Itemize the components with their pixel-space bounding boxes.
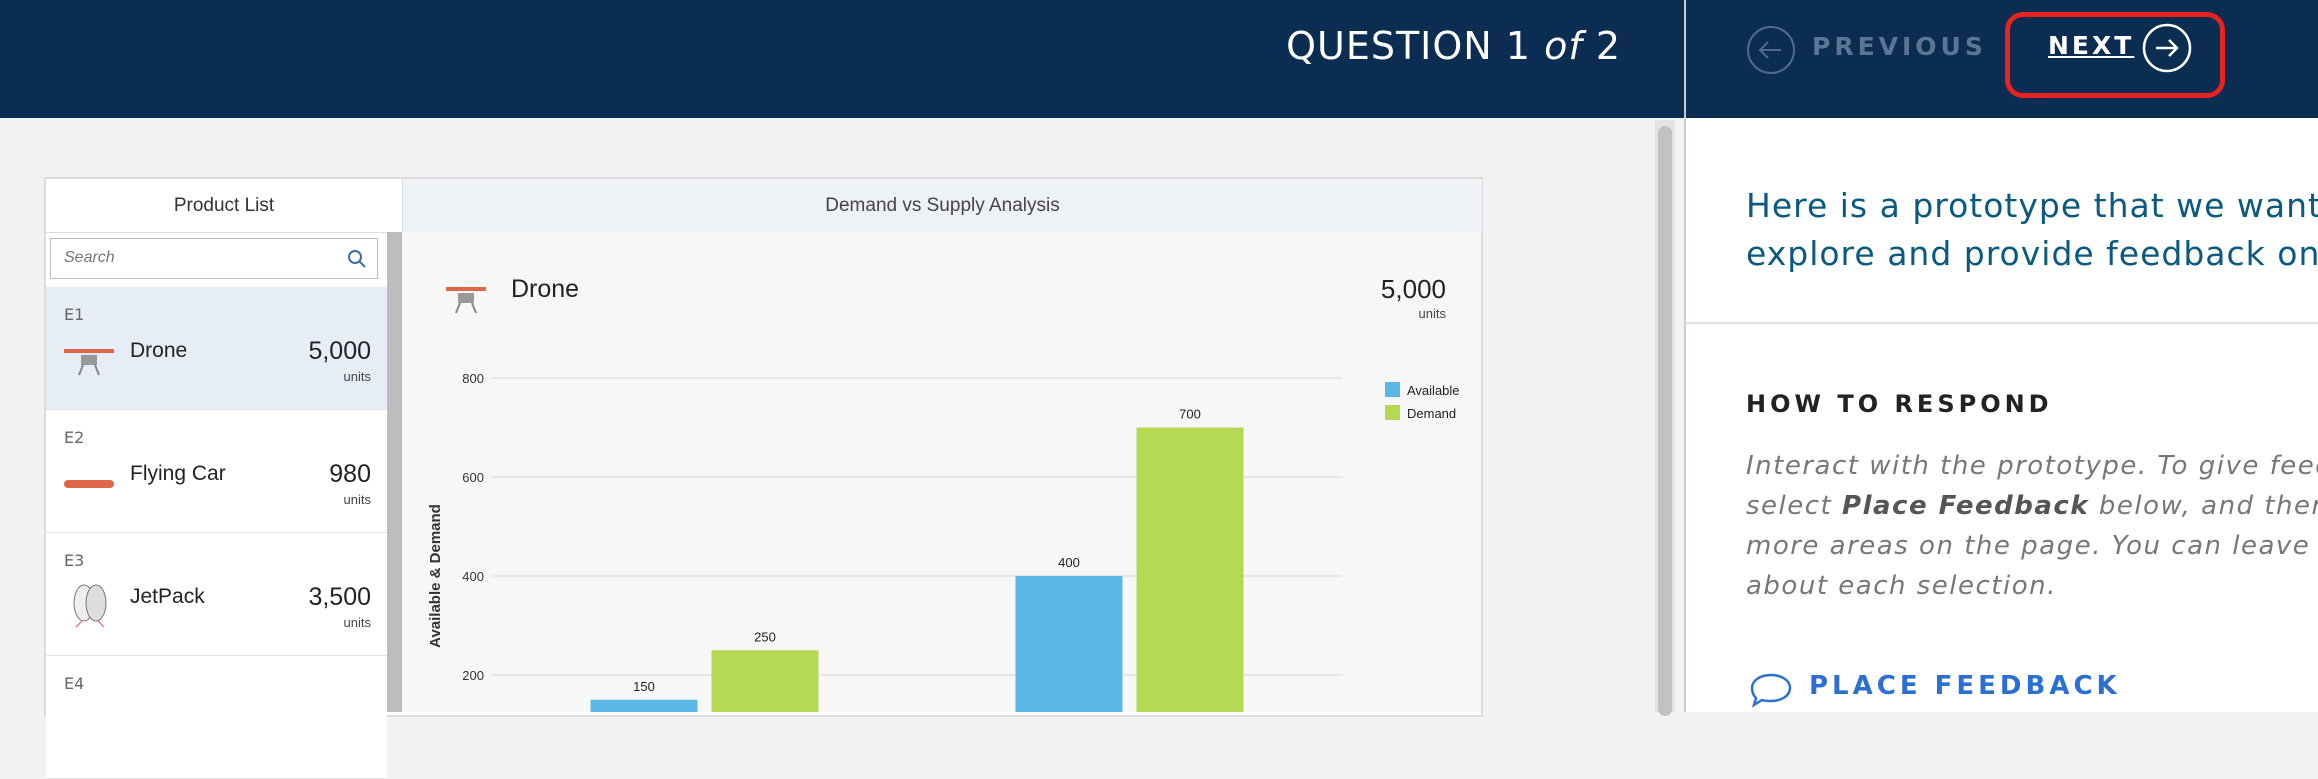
instructions-panel: Here is a prototype that we want y explor… [1686,118,2318,712]
list-scrollbar [387,232,402,712]
item-amount: 980 [329,460,371,488]
question-label: QUESTION 1 [1286,24,1531,68]
how-segment: Place Feedback [1842,491,2090,521]
item-id: E2 [64,428,85,447]
item-icon [62,345,116,376]
how-title: HOW TO RESPOND [1746,390,2053,418]
scrollbar-track [1655,120,1675,716]
analysis-product: Drone [511,275,580,303]
y-tick-label: 800 [462,371,484,386]
y-axis-title: Available & Demand [427,504,444,648]
bar [711,650,819,712]
intro-line: Here is a prototype that we want y [1746,186,2318,225]
data-label: 150 [633,679,655,694]
next-button[interactable]: NEXT [2048,31,2135,60]
intro-text: Here is a prototype that we want y explor… [1746,182,2318,278]
feedback-icon[interactable] [1746,670,1796,710]
how-line: more areas on the page. You can leave a … [1746,526,2318,566]
divider [1684,0,1686,712]
item-name: Flying Car [130,462,226,485]
top-bar [0,0,2318,118]
item-id: E4 [64,674,85,693]
legend-swatch [1385,405,1400,420]
how-segment: about each selection. [1746,571,2057,601]
of-label: of [1544,24,1583,68]
how-segment: more areas on the page. You can leave a … [1746,531,2318,561]
item-unit: units [343,615,371,630]
item-unit: units [343,369,371,384]
bar [590,699,698,712]
analysis-unit: units [1418,306,1446,321]
bar-chart: 200 400 600 800 Available & Demand 150 250 400 7… [427,371,1460,712]
y-tick-label: 200 [462,668,484,683]
item-id: E3 [64,551,85,570]
item-unit: units [343,492,371,507]
item-icon [62,468,116,498]
how-segment: select [1746,491,1843,521]
how-line: Interact with the prototype. To give fee… [1746,446,2318,486]
y-tick-label: 400 [462,569,484,584]
product-list-header: Product List [46,179,402,233]
item-amount: 5,000 [308,337,371,365]
item-amount: 3,500 [308,583,371,611]
legend-label: Available [1407,383,1460,398]
intro-line: explore and provide feedback on [1746,234,2318,273]
product-item[interactable]: E4 [46,656,387,779]
bar [1015,576,1123,712]
search-box[interactable]: Search [50,238,378,279]
how-text: Interact with the prototype. To give fee… [1746,446,2318,606]
chart-area [402,232,1481,712]
search-placeholder: Search [64,249,115,266]
analysis-amount: 5,000 [1380,274,1446,304]
analysis-header: Demand vs Supply Analysis [402,179,1482,232]
previous-icon [1747,26,1795,74]
product-item[interactable]: E2 Flying Car 980 units [46,410,387,533]
search-icon [348,250,366,268]
place-feedback-button[interactable]: PLACE FEEDBACK [1809,671,2121,701]
item-name: JetPack [130,585,205,608]
total-label: 2 [1595,24,1621,68]
item-id: E1 [64,305,85,324]
panel-divider [1686,322,2318,324]
bar [1136,427,1244,712]
next-icon[interactable] [2141,22,2193,74]
how-segment: below, and then sele [2098,491,2318,521]
y-tick-label: 600 [462,470,484,485]
data-label: 400 [1058,555,1080,570]
scrollbar-thumb[interactable] [1658,126,1672,716]
product-item[interactable]: E1 Drone 5,000 units [46,287,387,410]
legend-swatch [1385,382,1400,397]
question-counter: QUESTION 1 of 2 [1286,24,1621,68]
how-line: about each selection. [1746,566,2318,606]
product-item[interactable]: E3 JetPack 3,500 units [46,533,387,656]
data-label: 700 [1179,407,1201,422]
previous-button[interactable]: PREVIOUS [1812,32,1987,61]
how-line: select Place Feedback below, and then se… [1746,486,2318,526]
item-name: Drone [130,339,188,362]
legend-label: Demand [1407,406,1456,421]
drone-icon [446,287,486,314]
data-label: 250 [754,629,776,644]
item-icon [62,584,116,628]
how-segment: Interact with the prototype. To give fee… [1746,451,2318,481]
highlight-box [2005,12,2225,98]
